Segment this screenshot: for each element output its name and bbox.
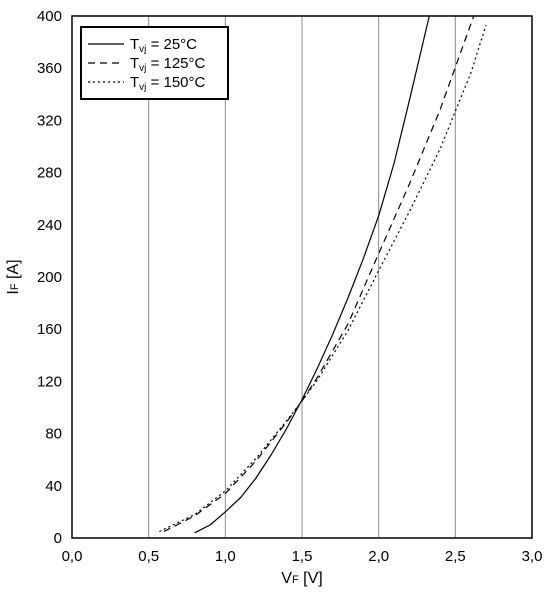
y-axis-label-main: I: [5, 290, 22, 294]
x-tick-labels: 0,0 0,5 1,0 1,5 2,0 2,5 3,0: [62, 548, 543, 565]
y-tick-label: 40: [45, 478, 62, 495]
y-tick-label: 80: [45, 426, 62, 443]
y-tick-label: 120: [37, 373, 62, 390]
x-axis-label-main: V: [281, 570, 292, 587]
legend-label-150-sub: vj: [139, 82, 146, 93]
x-tick-label: 3,0: [522, 548, 543, 565]
curve-tvj-125: [163, 15, 475, 533]
y-tick-labels: 0 40 80 120 160 200 240 280 320 360 400: [37, 8, 62, 547]
x-axis-label-sub: F: [292, 574, 299, 586]
legend-label-25: Tvj = 25°C: [130, 36, 197, 55]
y-tick-label: 360: [37, 60, 62, 77]
y-tick-label: 200: [37, 269, 62, 286]
y-tick-label: 280: [37, 165, 62, 182]
legend: Tvj = 25°C Tvj = 125°C Tvj = 150°C: [80, 26, 229, 100]
gridlines: [148, 16, 456, 538]
curve-tvj-25: [194, 15, 430, 534]
y-axis-label-unit: [A]: [5, 259, 22, 283]
plot-frame: [71, 15, 533, 539]
legend-label-25-sub: vj: [139, 44, 146, 55]
legend-label-125-pre: T: [130, 55, 139, 72]
y-axis-label-sub: F: [9, 283, 21, 290]
x-tick-label: 1,0: [215, 548, 236, 565]
x-tick-label: 0,5: [138, 548, 159, 565]
y-tick-label: 240: [37, 217, 62, 234]
legend-label-150-pre: T: [130, 74, 139, 91]
legend-label-150: Tvj = 150°C: [130, 74, 206, 93]
curves: [159, 15, 487, 534]
legend-label-125: Tvj = 125°C: [130, 55, 206, 74]
x-axis-label-unit: [V]: [299, 570, 323, 587]
x-axis-label: VF [V]: [281, 570, 322, 587]
legend-label-25-post: = 25°C: [146, 36, 197, 53]
legend-label-150-post: = 150°C: [146, 74, 205, 91]
x-tick-label: 1,5: [292, 548, 313, 565]
y-tick-label: 160: [37, 321, 62, 338]
y-tick-label: 0: [54, 530, 62, 547]
legend-label-125-sub: vj: [139, 63, 146, 74]
x-tick-label: 2,0: [368, 548, 389, 565]
x-tick-label: 2,5: [445, 548, 466, 565]
x-tick-label: 0,0: [62, 548, 83, 565]
y-tick-label: 400: [37, 8, 62, 25]
legend-label-125-post: = 125°C: [146, 55, 205, 72]
y-tick-label: 320: [37, 112, 62, 129]
y-axis-label: IF [A]: [5, 259, 22, 294]
legend-label-25-pre: T: [130, 36, 139, 53]
